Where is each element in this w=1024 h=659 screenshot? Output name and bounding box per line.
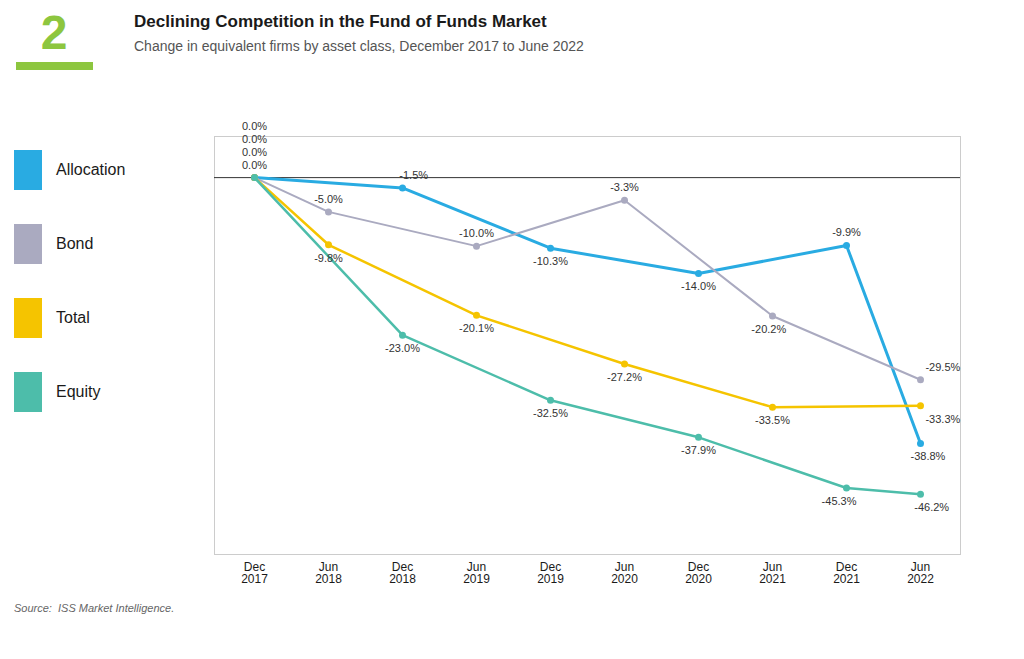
svg-text:-9.8%: -9.8% — [314, 252, 343, 264]
svg-text:0.0%: 0.0% — [242, 146, 267, 158]
svg-text:-20.2%: -20.2% — [751, 323, 786, 335]
html-text:Source: ISS Market Intelligenc: Source: ISS Market Intelligence. — [14, 602, 175, 614]
svg-text:0.0%: 0.0% — [242, 120, 267, 132]
svg-text:-27.2%: -27.2% — [607, 371, 642, 383]
svg-text:0.0%: 0.0% — [242, 133, 267, 145]
svg-text:-9.9%: -9.9% — [832, 226, 861, 238]
html-text:Equity: Equity — [56, 383, 101, 400]
svg-text:-33.5%: -33.5% — [755, 414, 790, 426]
svg-text:Jun2018: Jun2018 — [315, 560, 342, 586]
svg-text:Jun2019: Jun2019 — [463, 560, 490, 586]
svg-text:-23.0%: -23.0% — [385, 342, 420, 354]
svg-text:-33.3%: -33.3% — [925, 413, 960, 425]
html-text:2: 2 — [40, 6, 68, 59]
svg-text:Dec2019: Dec2019 — [537, 560, 564, 586]
svg-text:-1.5%: -1.5% — [399, 169, 428, 181]
svg-text:-14.0%: -14.0% — [681, 280, 716, 292]
svg-text:Jun2022: Jun2022 — [907, 560, 934, 586]
svg-text:Dec2020: Dec2020 — [685, 560, 712, 586]
svg-text:-38.8%: -38.8% — [911, 450, 946, 462]
svg-text:-46.2%: -46.2% — [914, 501, 949, 513]
svg-text:-37.9%: -37.9% — [681, 444, 716, 456]
svg-text:-5.0%: -5.0% — [314, 193, 343, 205]
html-text:Change in equivalent firms by: Change in equivalent firms by asset clas… — [134, 38, 584, 54]
svg-text:Dec2021: Dec2021 — [833, 560, 860, 586]
svg-text:-20.1%: -20.1% — [459, 322, 494, 334]
html-text:Declining Competition in the F: Declining Competition in the Fund of Fun… — [134, 12, 547, 31]
svg-text:-10.0%: -10.0% — [459, 227, 494, 239]
html-text:Allocation: Allocation — [56, 161, 126, 178]
svg-text:-29.5%: -29.5% — [925, 361, 960, 373]
svg-text:Dec2018: Dec2018 — [389, 560, 416, 586]
svg-text:0.0%: 0.0% — [242, 159, 267, 171]
html-text:Total: Total — [56, 309, 90, 326]
svg-text:-3.3%: -3.3% — [610, 181, 639, 193]
svg-text:-32.5%: -32.5% — [533, 407, 568, 419]
svg-text:Dec2017: Dec2017 — [241, 560, 268, 586]
html-text:Bond: Bond — [56, 235, 94, 252]
svg-text:-10.3%: -10.3% — [533, 255, 568, 267]
svg-text:-45.3%: -45.3% — [822, 495, 857, 507]
svg-text:Jun2020: Jun2020 — [611, 560, 638, 586]
svg-text:Jun2021: Jun2021 — [759, 560, 786, 586]
